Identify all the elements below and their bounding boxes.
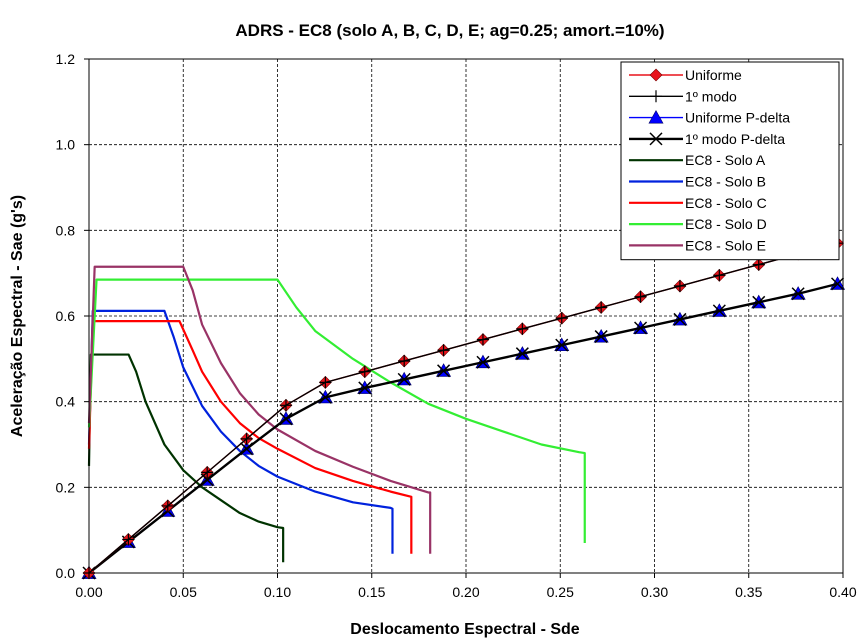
x-tick-label: 0.30 — [641, 584, 668, 600]
legend-marker-uniforme — [649, 68, 663, 82]
data-point-1o-modo — [319, 376, 332, 389]
series-ec8-solo-b — [87, 309, 394, 554]
series-line-ec8-solo-b — [87, 309, 394, 554]
y-tick-label: 1.0 — [56, 137, 76, 153]
legend-label-ec8-solo-e: EC8 - Solo E — [685, 237, 766, 253]
x-tick-label: 0.00 — [75, 584, 102, 600]
data-point-1o-modo — [161, 499, 174, 512]
series-ec8-solo-e — [87, 265, 432, 554]
legend-label-1o-modo-p-delta: 1º modo P-delta — [685, 131, 785, 147]
y-tick-label: 1.2 — [56, 51, 76, 67]
series-line-1o-modo-p-delta — [88, 282, 838, 574]
legend-label-uniforme: Uniforme — [685, 67, 742, 83]
data-point-1o-modo-p-delta — [634, 321, 648, 335]
data-point-1o-modo-p-delta — [831, 277, 845, 291]
legend-label-1o-modo: 1º modo — [685, 88, 737, 104]
series-ec8-solo-d — [87, 278, 586, 544]
data-point-1o-modo — [240, 432, 253, 445]
legend-marker-1o-modo-p-delta — [649, 132, 663, 146]
data-point-1o-modo — [201, 466, 214, 479]
data-point-1o-modo — [398, 354, 411, 367]
x-tick-label: 0.15 — [358, 584, 385, 600]
x-tick-label: 0.20 — [452, 584, 479, 600]
series-line-ec8-solo-a — [87, 353, 285, 563]
legend-label-ec8-solo-a: EC8 - Solo A — [685, 152, 766, 168]
data-point-1o-modo — [752, 258, 765, 271]
legend-label-ec8-solo-c: EC8 - Solo C — [685, 195, 767, 211]
data-point-1o-modo-p-delta — [555, 338, 569, 352]
series-line-ec8-solo-e — [87, 265, 432, 554]
x-tick-label: 0.25 — [547, 584, 574, 600]
plot-border — [88, 58, 844, 574]
series-line-ec8-solo-c — [87, 320, 413, 554]
x-tick-label: 0.05 — [170, 584, 197, 600]
data-point-1o-modo-p-delta — [673, 312, 687, 326]
y-tick-label: 0.4 — [56, 394, 76, 410]
y-tick-label: 0.0 — [56, 565, 76, 581]
series-layer — [81, 236, 846, 580]
data-point-1o-modo — [555, 312, 568, 325]
x-axis-title: Deslocamento Espectral - Sde — [350, 621, 580, 638]
data-point-1o-modo — [437, 344, 450, 357]
data-point-1o-modo-p-delta — [712, 304, 726, 318]
series-ec8-solo-c — [87, 320, 413, 554]
data-point-1o-modo — [516, 322, 529, 335]
legend-label-uniforme-p-delta: Uniforme P-delta — [685, 110, 790, 126]
data-point-1o-modo — [358, 365, 371, 378]
series-line-1o-modo — [88, 242, 838, 574]
legend-marker-1o-modo — [650, 90, 662, 103]
data-point-1o-modo — [713, 269, 726, 282]
series-ec8-solo-a — [87, 353, 285, 563]
data-point-1o-modo — [673, 280, 686, 293]
legend-label-ec8-solo-d: EC8 - Solo D — [685, 216, 767, 232]
y-tick-label: 0.8 — [56, 222, 76, 238]
y-tick-label: 0.6 — [56, 308, 76, 324]
data-point-1o-modo — [595, 301, 608, 314]
chart-title: ADRS - EC8 (solo A, B, C, D, E; ag=0.25;… — [235, 21, 664, 40]
data-point-1o-modo-p-delta — [318, 390, 332, 404]
data-point-1o-modo-p-delta — [515, 347, 529, 361]
data-point-1o-modo — [476, 333, 489, 346]
x-tick-label: 0.40 — [829, 584, 856, 600]
y-tick-label: 0.2 — [56, 479, 76, 495]
data-point-1o-modo-p-delta — [358, 381, 372, 395]
legend-marker-uniforme-p-delta — [648, 109, 664, 124]
series-line-ec8-solo-d — [87, 278, 586, 544]
data-point-1o-modo — [279, 399, 292, 412]
data-point-1o-modo-p-delta — [240, 442, 254, 456]
data-point-1o-modo-p-delta — [397, 372, 411, 386]
data-point-1o-modo-p-delta — [594, 330, 608, 344]
data-point-1o-modo-p-delta — [437, 364, 451, 378]
tick-labels: 0.00 0.05 0.10 0.15 0.20 0.25 0.30 0.35 0.40 0.0 0… — [56, 51, 857, 600]
legend-label-ec8-solo-b: EC8 - Solo B — [685, 174, 766, 190]
data-point-1o-modo — [634, 290, 647, 303]
y-axis-title: Aceleração Espectral - Sae (g's) — [9, 195, 26, 437]
data-point-1o-modo-p-delta — [279, 412, 293, 426]
data-point-1o-modo-p-delta — [476, 355, 490, 369]
legend: Uniforme 1º modo Uniforme P-delta 1º modo P… — [620, 61, 840, 261]
x-tick-label: 0.10 — [264, 584, 291, 600]
data-point-1o-modo — [122, 533, 135, 546]
x-tick-label: 0.35 — [735, 584, 762, 600]
data-point-1o-modo-p-delta — [791, 287, 805, 301]
data-point-1o-modo-p-delta — [752, 295, 766, 309]
